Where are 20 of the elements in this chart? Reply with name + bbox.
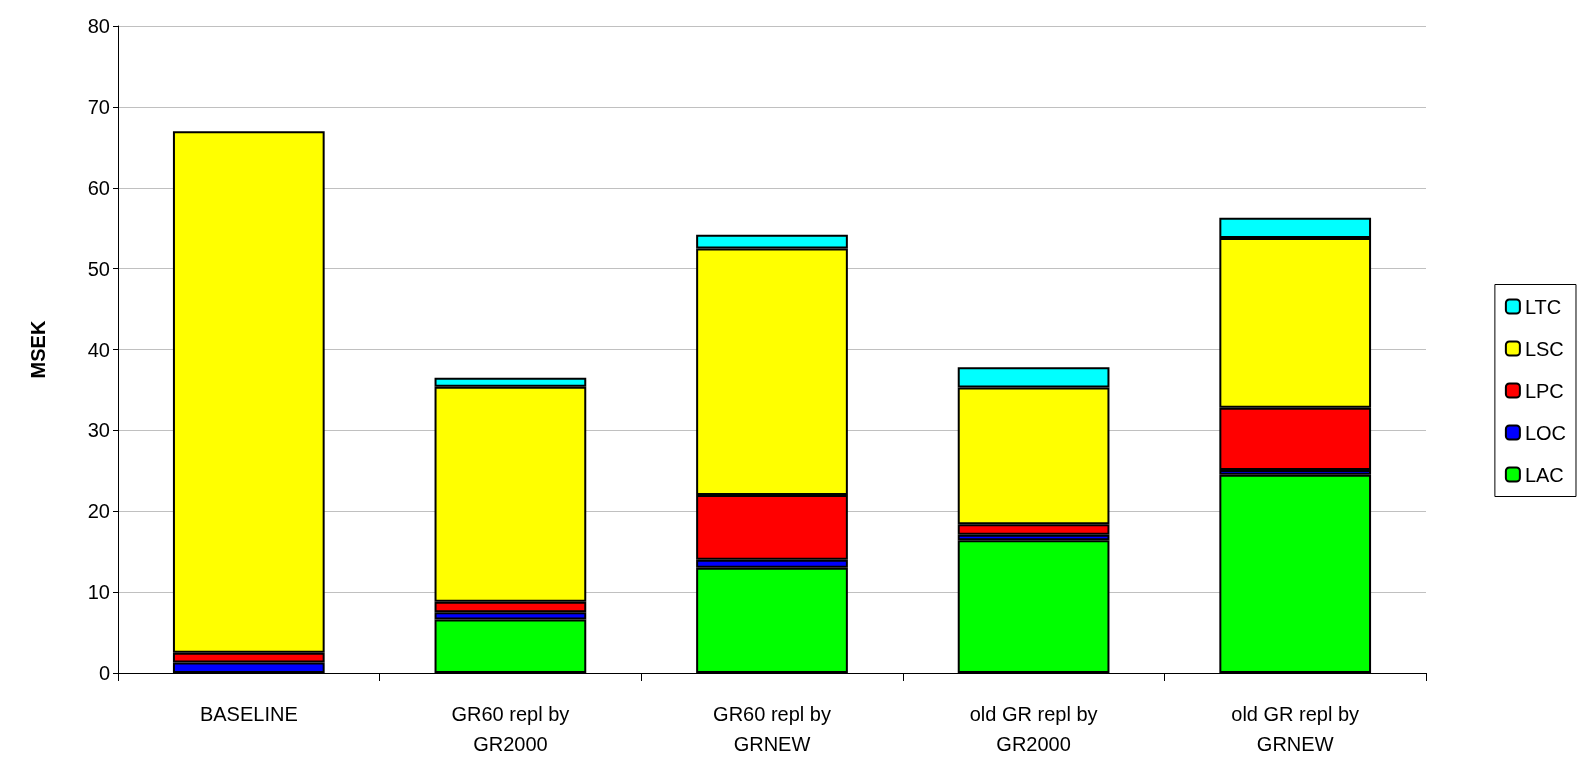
y-tick-label: 40 [87, 338, 110, 361]
legend-label: LTC [1524, 295, 1562, 318]
legend-label: LSC [1524, 337, 1564, 360]
y-tick-label: 70 [87, 95, 110, 118]
y-tick-label: 10 [87, 581, 110, 604]
x-tick-label: old GR repl by GR2000 [969, 703, 1098, 755]
x-tick-label: GR60 repl by GR2000 [451, 703, 570, 755]
y-tick-label: 20 [87, 500, 110, 523]
legend-label: LOC [1524, 421, 1566, 444]
y-tick-label: 60 [87, 176, 110, 199]
y-tick-label: 50 [87, 257, 110, 280]
y-tick-label: 80 [87, 15, 110, 37]
x-tick-label: GR60 repl by GRNEW [713, 703, 831, 755]
y-tick-label: 30 [87, 419, 110, 442]
legend-label: LAC [1524, 463, 1564, 486]
y-axis-title: MSEK [27, 320, 49, 379]
legend-label: LPC [1524, 379, 1564, 402]
x-tick-label: BASELINE [199, 703, 298, 725]
x-tick-label: old GR repl by GRNEW [1231, 703, 1360, 755]
y-tick-label: 0 [98, 662, 110, 684]
